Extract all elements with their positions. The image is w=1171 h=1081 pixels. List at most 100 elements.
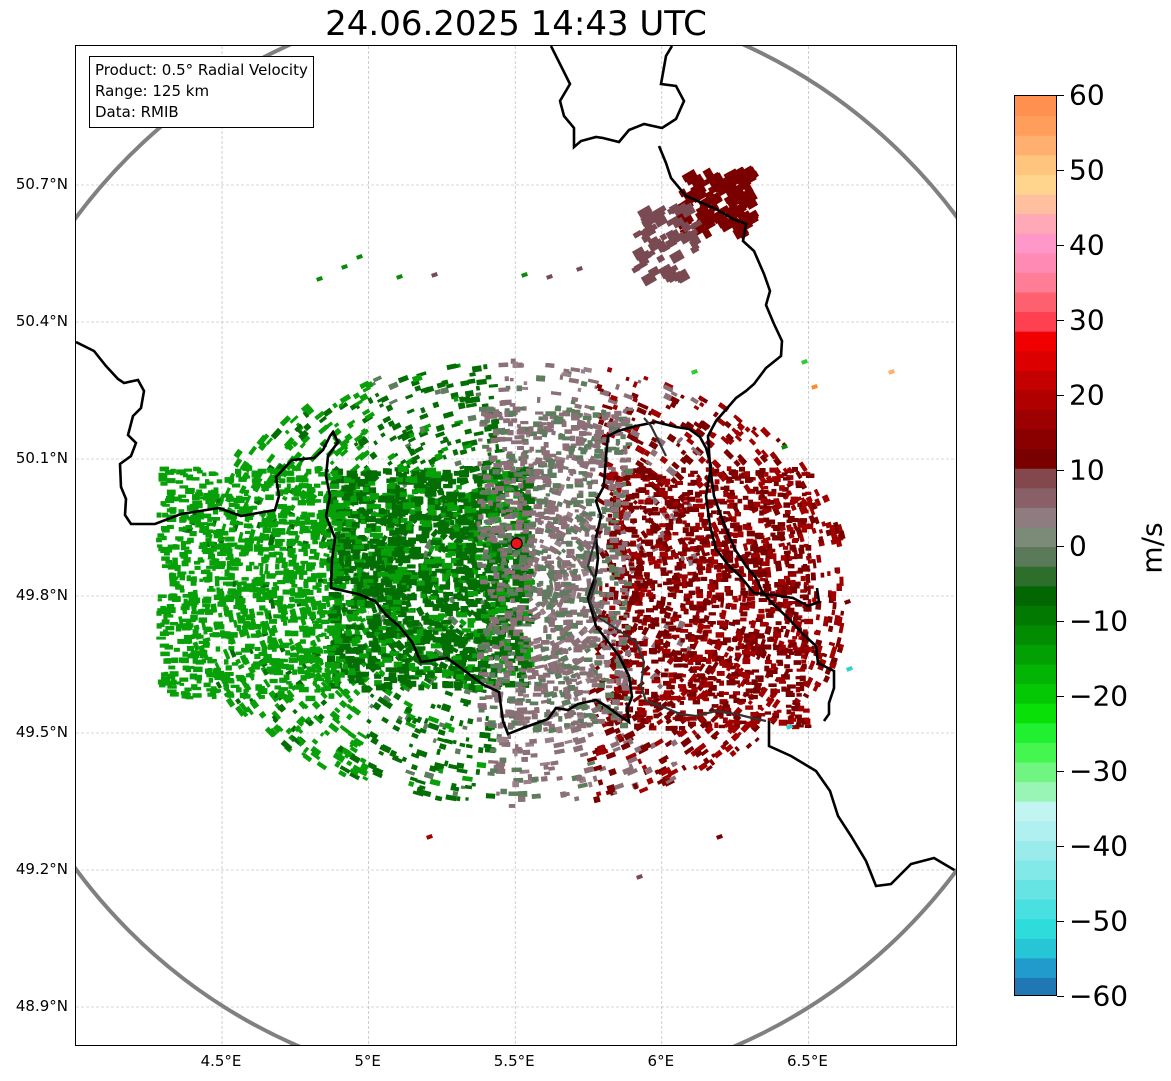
colorbar-tick-label: 10 (1069, 453, 1105, 487)
colorbar-segment (1015, 703, 1056, 724)
colorbar-tick (1057, 770, 1064, 772)
colorbar-segment (1015, 233, 1056, 254)
department-border (643, 417, 667, 457)
country-border (657, 145, 836, 722)
product-label: Product: 0.5° Radial Velocity (95, 61, 308, 79)
colorbar-segment (1015, 487, 1056, 508)
longitude-tick-label: 6°E (647, 1052, 675, 1070)
longitude-tick-label: 5.5°E (493, 1052, 535, 1070)
colorbar-segment (1015, 820, 1056, 841)
velocity-echoes (156, 165, 896, 880)
colorbar-tick-label: 60 (1069, 78, 1105, 112)
latitude-tick-label: 49.2°N (15, 860, 68, 878)
colorbar-segment (1015, 370, 1056, 391)
colorbar-tick-label: 30 (1069, 303, 1105, 337)
colorbar-segment (1015, 585, 1056, 606)
colorbar-segment (1015, 879, 1056, 900)
longitude-tick-label: 4.5°E (200, 1052, 242, 1070)
colorbar-tick (1057, 395, 1064, 397)
map-title: 24.06.2025 14:43 UTC (325, 4, 707, 44)
colorbar-segment (1015, 781, 1056, 802)
colorbar-segment (1015, 840, 1056, 861)
longitude-tick-label: 5°E (354, 1052, 381, 1070)
colorbar-segment (1015, 311, 1056, 332)
colorbar-segment (1015, 624, 1056, 646)
colorbar-tick (1057, 95, 1064, 96)
data-source-label: Data: RMIB (95, 103, 179, 121)
colorbar-segment (1015, 526, 1056, 548)
colorbar-tick-label: −10 (1069, 604, 1129, 638)
colorbar-segment (1015, 977, 1056, 995)
colorbar-tick (1057, 245, 1064, 247)
colorbar-segment (1015, 957, 1056, 979)
colorbar-segment (1015, 135, 1056, 156)
latitude-tick-label: 50.7°N (15, 175, 68, 193)
department-border (586, 537, 767, 723)
latitude-tick-label: 48.9°N (15, 997, 68, 1015)
colorbar-tick (1057, 620, 1064, 622)
colorbar-segment (1015, 938, 1056, 959)
colorbar-tick (1057, 695, 1064, 697)
colorbar-segment (1015, 605, 1056, 626)
latitude-tick-label: 49.5°N (15, 723, 68, 741)
country-border (76, 340, 821, 736)
colorbar-segment (1015, 644, 1056, 665)
colorbar-tick (1057, 170, 1064, 172)
longitude-tick-label: 6.5°E (786, 1052, 828, 1070)
colorbar-tick-label: 20 (1069, 378, 1105, 412)
colorbar-segment (1015, 507, 1056, 528)
colorbar-segment (1015, 409, 1056, 430)
colorbar-tick (1057, 545, 1064, 547)
country-border (767, 721, 956, 888)
latitude-tick-label: 50.4°N (15, 312, 68, 330)
colorbar-tick (1057, 470, 1064, 472)
colorbar-segment (1015, 174, 1056, 195)
colorbar-tick (1057, 996, 1064, 997)
colorbar-segment (1015, 115, 1056, 136)
colorbar-tick-label: 0 (1069, 529, 1087, 562)
colorbar-unit-label: m/s (1135, 522, 1169, 574)
colorbar-tick-label: −20 (1069, 679, 1129, 713)
colorbar-segment (1015, 742, 1056, 763)
radar-site-marker[interactable] (510, 537, 523, 550)
colorbar-segment (1015, 389, 1056, 410)
colorbar-tick-label: −60 (1069, 979, 1129, 1013)
colorbar-gradient (1015, 96, 1056, 995)
radar-map[interactable] (76, 46, 957, 1046)
colorbar-segment (1015, 761, 1056, 783)
colorbar-segment (1015, 859, 1056, 881)
colorbar-segment (1015, 801, 1056, 822)
colorbar-segment (1015, 546, 1056, 567)
colorbar-segment (1015, 566, 1056, 587)
colorbar-tick-label: −40 (1069, 829, 1129, 863)
colorbar-segment (1015, 428, 1056, 450)
colorbar (1014, 95, 1057, 996)
latitude-tick-label: 49.8°N (15, 586, 68, 604)
colorbar-segment (1015, 350, 1056, 371)
country-border (549, 46, 686, 150)
info-box: Product: 0.5° Radial Velocity Range: 125… (89, 56, 314, 128)
colorbar-segment (1015, 96, 1056, 117)
radar-map-panel[interactable] (75, 45, 957, 1046)
latitude-tick-label: 50.1°N (15, 449, 68, 467)
colorbar-segment (1015, 213, 1056, 234)
colorbar-tick-label: 50 (1069, 153, 1105, 187)
colorbar-tick-label: −50 (1069, 904, 1129, 938)
colorbar-tick (1057, 920, 1064, 922)
colorbar-tick-label: 40 (1069, 228, 1105, 262)
colorbar-segment (1015, 683, 1056, 704)
colorbar-segment (1015, 331, 1056, 352)
colorbar-tick (1057, 320, 1064, 322)
colorbar-tick (1057, 845, 1064, 847)
colorbar-segment (1015, 448, 1056, 469)
colorbar-segment (1015, 664, 1056, 685)
colorbar-segment (1015, 722, 1056, 743)
colorbar-segment (1015, 291, 1056, 313)
colorbar-segment (1015, 899, 1056, 920)
colorbar-segment (1015, 154, 1056, 175)
colorbar-segment (1015, 918, 1056, 939)
colorbar-tick-label: −30 (1069, 754, 1129, 788)
range-label: Range: 125 km (95, 82, 210, 100)
colorbar-segment (1015, 252, 1056, 273)
colorbar-segment (1015, 468, 1056, 489)
